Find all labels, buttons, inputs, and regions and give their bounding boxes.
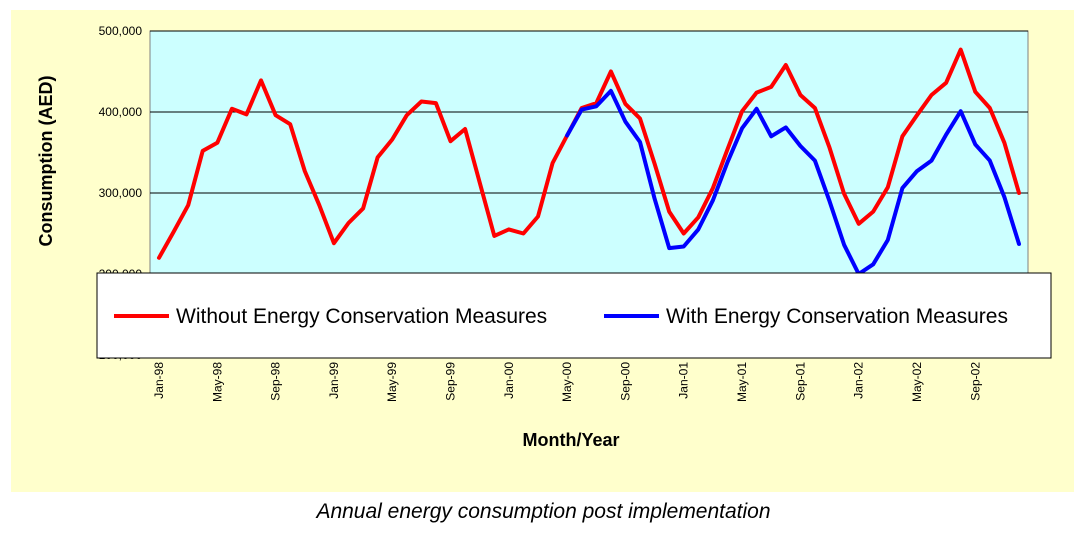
x-tick-label: Sep-02: [968, 362, 982, 401]
legend-label-without: Without Energy Conservation Measures: [176, 305, 547, 328]
x-tick-label: Jan-01: [677, 362, 691, 399]
x-tick-label: Jan-99: [327, 362, 341, 399]
y-tick-label: 300,000: [99, 186, 143, 200]
x-tick-label: Sep-98: [269, 362, 283, 401]
x-tick-label: Sep-00: [618, 362, 632, 401]
x-tick-label: Jan-00: [502, 362, 516, 399]
y-tick-label: 400,000: [99, 105, 143, 119]
x-axis-ticks: Jan-98 May-98 Sep-98 Jan-99 May-99 Sep-99 Jan-…: [152, 362, 982, 402]
x-tick-label: May-00: [560, 362, 574, 402]
x-tick-label: Jan-02: [852, 362, 866, 399]
y-tick-label: 500,000: [99, 24, 143, 38]
x-tick-label: May-02: [910, 362, 924, 402]
series-lines: [157, 47, 1021, 276]
y-axis-title: Consumption (AED): [36, 76, 56, 247]
x-tick-label: May-99: [385, 362, 399, 402]
x-tick-label: May-01: [735, 362, 749, 402]
legend: Without Energy Conservation Measures Wit…: [96, 272, 1052, 359]
x-axis-title: Month/Year: [522, 430, 619, 450]
series-line-without: [157, 47, 1021, 260]
legend-label-with: With Energy Conservation Measures: [666, 305, 1008, 328]
figure-caption: Annual energy consumption post implement…: [316, 500, 771, 523]
x-tick-label: Sep-01: [793, 362, 807, 401]
x-tick-label: Jan-98: [152, 362, 166, 399]
series-line-with: [565, 88, 1021, 276]
legend-box: [96, 272, 1052, 359]
x-tick-label: Sep-99: [444, 362, 458, 401]
x-tick-label: May-98: [210, 362, 224, 402]
